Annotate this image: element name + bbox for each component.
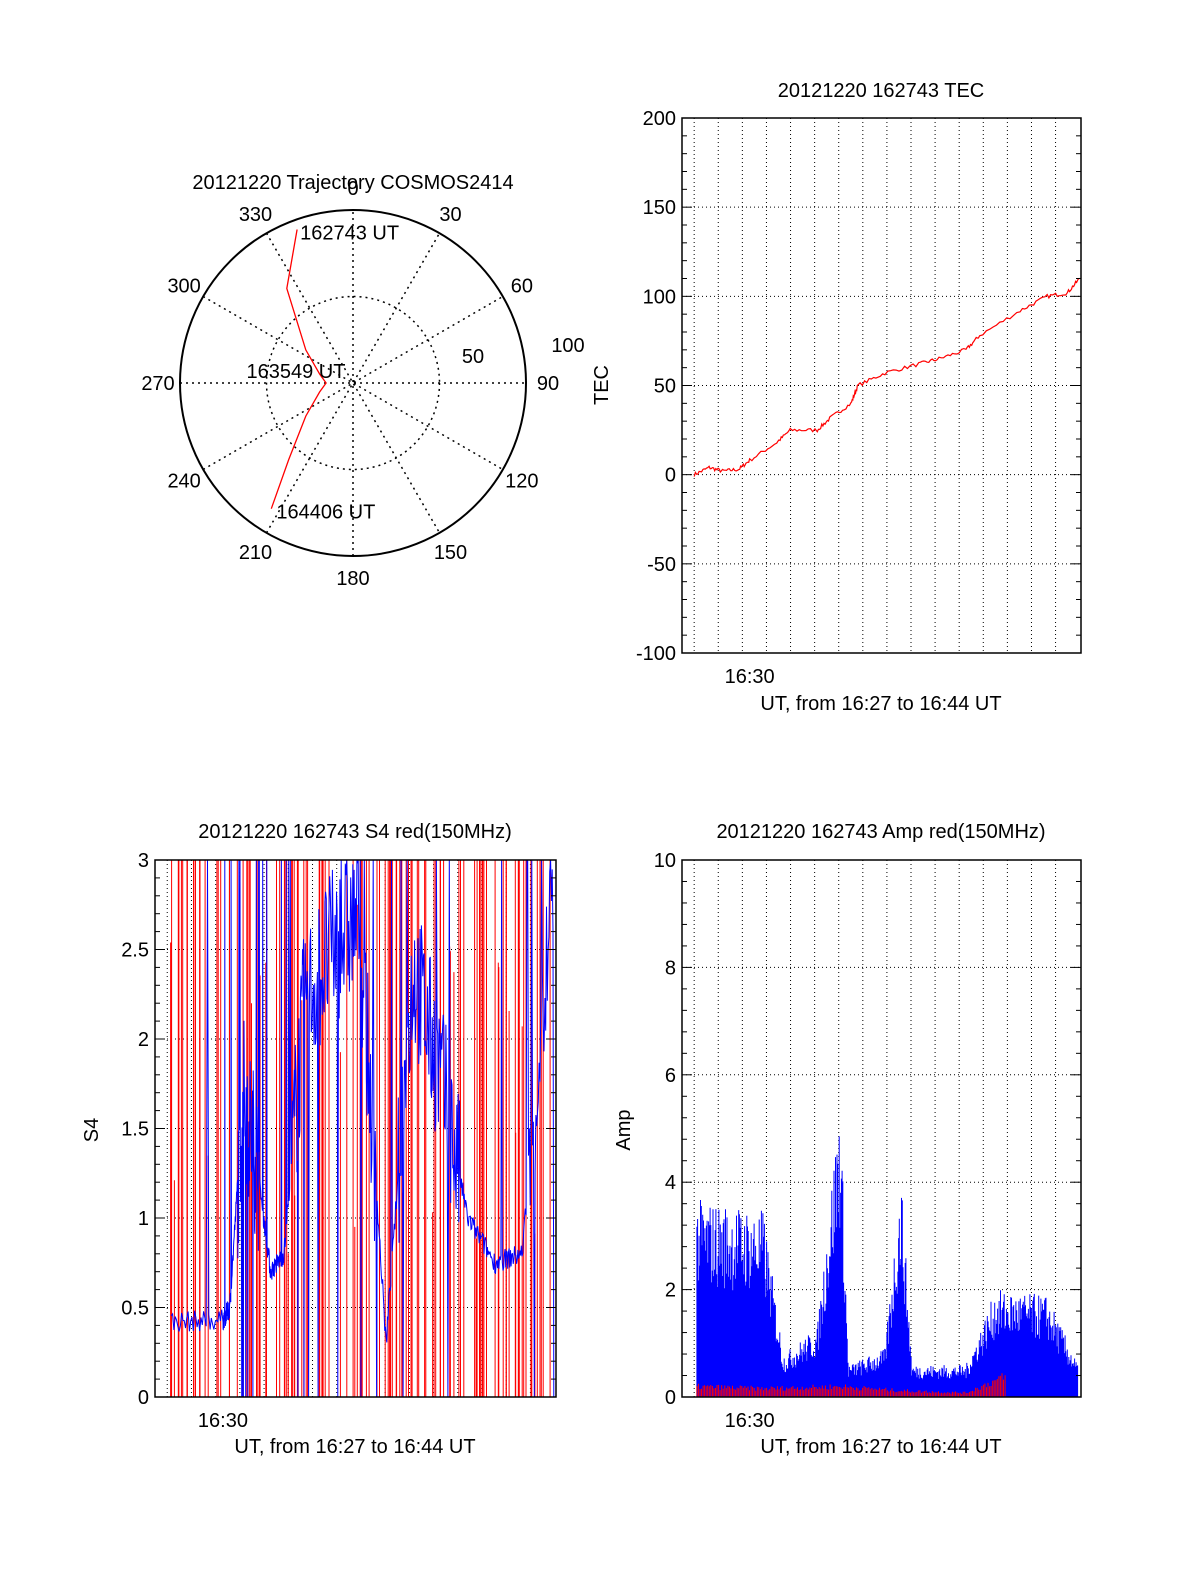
amp-ytick-label: 4 [665,1172,676,1194]
s4-blue-line [170,860,555,1397]
s4-frame [154,859,557,1398]
tec-title: 20121220 162743 TEC [778,80,984,102]
amp-xlabel: UT, from 16:27 to 16:44 UT [760,1436,1001,1458]
amp-xtick-label: 16:30 [725,1410,775,1432]
tec-ytick-label: 100 [643,286,676,308]
polar-plot: 20121220 Trajectory COSMOS2414 0 30 60 90 12… [141,172,584,590]
amp-frame [681,859,1082,1398]
polar-angle-label: 150 [434,542,467,564]
tec-ytick-label: -50 [647,554,676,576]
polar-spoke [202,295,504,471]
polar-angle-label: 180 [336,568,369,590]
s4-xlabel: UT, from 16:27 to 16:44 UT [234,1436,475,1458]
tec-ytick-label: 200 [643,108,676,130]
tec-ytick-label: -100 [636,643,676,665]
tec-ylabel: TEC [591,365,613,405]
s4-plot: 20121220 162743 S4 red(150MHz) 0 0.5 1 1.5 2… [81,821,557,1458]
s4-series [170,860,555,1397]
polar-spoke [265,232,441,534]
trajectory-annotation: 163549 UT [246,361,345,383]
polar-angle-label: 0 [347,178,358,200]
s4-title: 20121220 162743 S4 red(150MHz) [198,821,512,843]
tec-series [693,277,1080,477]
polar-grid [179,209,527,557]
polar-radius-label: 100 [551,335,584,357]
polar-spoke [265,232,441,534]
amp-title: 20121220 162743 Amp red(150MHz) [716,821,1045,843]
amp-blue-trace [696,1136,1079,1397]
amp-ylabel: Amp [613,1109,635,1150]
amp-plot: 20121220 162743 Amp red(150MHz) 0 2 4 6 8 10 1… [613,821,1082,1458]
trajectory-annotation: 162743 UT [300,222,399,244]
amp-ytick-label: 10 [654,850,676,872]
tec-grid [682,118,1081,653]
polar-title: 20121220 Trajectory COSMOS2414 [192,172,513,194]
amp-ytick-label: 0 [665,1387,676,1409]
tec-ytick-label: 150 [643,197,676,219]
polar-radius-label: 50 [462,346,484,368]
amp-ytick-label: 8 [665,957,676,979]
polar-angle-label: 30 [439,204,461,226]
tec-ytick-label: 50 [654,376,676,398]
s4-ytick-label: 1.5 [121,1119,149,1141]
tec-xtick-label: 16:30 [725,666,775,688]
tec-plot: 20121220 162743 TEC -100 -50 0 50 100 150 200 1… [591,80,1082,715]
polar-spoke [202,295,504,471]
tec-ytick-label: 0 [665,465,676,487]
s4-ytick-label: 2 [138,1029,149,1051]
amp-grid [682,860,1081,1397]
trajectory-line [270,229,327,509]
s4-grid [155,860,556,1397]
s4-ytick-label: 0.5 [121,1298,149,1320]
amp-ytick-label: 6 [665,1065,676,1087]
polar-angle-label: 120 [505,471,538,493]
polar-angle-label: 210 [239,542,272,564]
polar-angle-label: 90 [537,373,559,395]
s4-xtick-label: 16:30 [198,1410,248,1432]
tec-xlabel: UT, from 16:27 to 16:44 UT [760,693,1001,715]
s4-ytick-label: 0 [138,1387,149,1409]
polar-inner-circle [265,295,441,471]
tec-axes: -100 -50 0 50 100 150 200 16:30 [636,108,1082,688]
s4-ylabel: S4 [81,1118,103,1142]
polar-series [270,229,327,509]
polar-angle-label: 240 [167,471,200,493]
amp-ytick-label: 2 [665,1280,676,1302]
amp-series [696,1136,1079,1397]
s4-ytick-label: 3 [138,850,149,872]
tec-line [693,277,1080,477]
polar-angle-label: 270 [141,373,174,395]
polar-angle-label: 60 [511,276,533,298]
amp-axes: 0 2 4 6 8 10 16:30 [654,850,1082,1432]
polar-labels: 0 30 60 90 120 150 180 210 240 270 300 330 50 100 1627… [141,178,584,590]
polar-angle-label: 330 [239,204,272,226]
s4-ytick-label: 2.5 [121,940,149,962]
polar-angle-label: 300 [167,276,200,298]
tec-frame [681,117,1082,654]
s4-axes: 0 0.5 1 1.5 2 2.5 3 16:30 [121,850,557,1432]
trajectory-annotation: 164406 UT [276,502,375,524]
s4-ytick-label: 1 [138,1208,149,1230]
amp-red-trace [696,1373,1006,1397]
